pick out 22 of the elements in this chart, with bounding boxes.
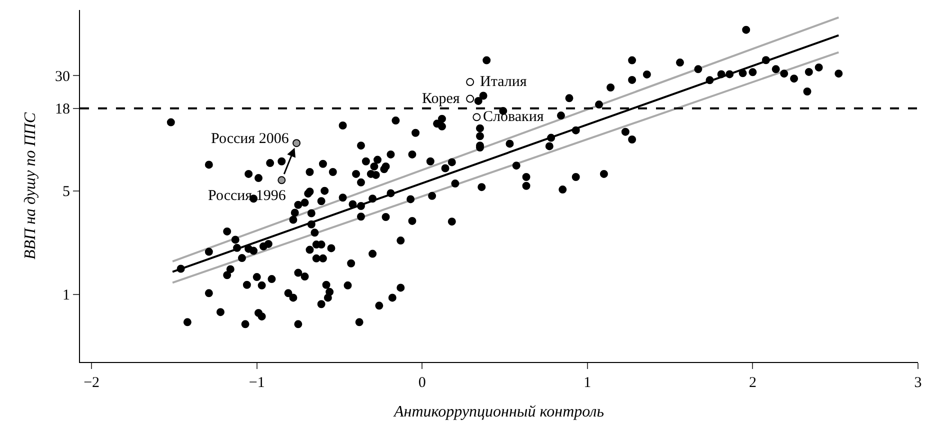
x-tick-label: −2 xyxy=(84,375,100,391)
annotation: Италия xyxy=(480,74,527,90)
x-tick-label: 2 xyxy=(748,375,756,391)
x-tick-label: 3 xyxy=(914,375,922,391)
point xyxy=(472,113,481,122)
x-tick-label: −1 xyxy=(248,375,265,391)
point xyxy=(466,78,474,86)
y-tick-label: 18 xyxy=(55,102,70,118)
annotation: Россия 2006 xyxy=(211,131,290,147)
annotation: Словакия xyxy=(483,109,544,125)
annotation: Россия 1996 xyxy=(208,188,286,204)
x-tick-label: 0 xyxy=(418,375,426,391)
point xyxy=(292,139,301,148)
x-tick-label: 1 xyxy=(584,375,592,391)
x-axis-title: Антикоррупционный контроль xyxy=(393,404,604,421)
y-tick-label: 1 xyxy=(62,288,70,304)
point xyxy=(466,94,474,103)
annotation: Корея xyxy=(422,91,460,107)
y-tick-label: 5 xyxy=(62,184,70,200)
y-tick-label: 30 xyxy=(55,68,70,85)
y-axis-title: ВВП на душу по ППС xyxy=(22,112,39,260)
point xyxy=(278,176,286,184)
